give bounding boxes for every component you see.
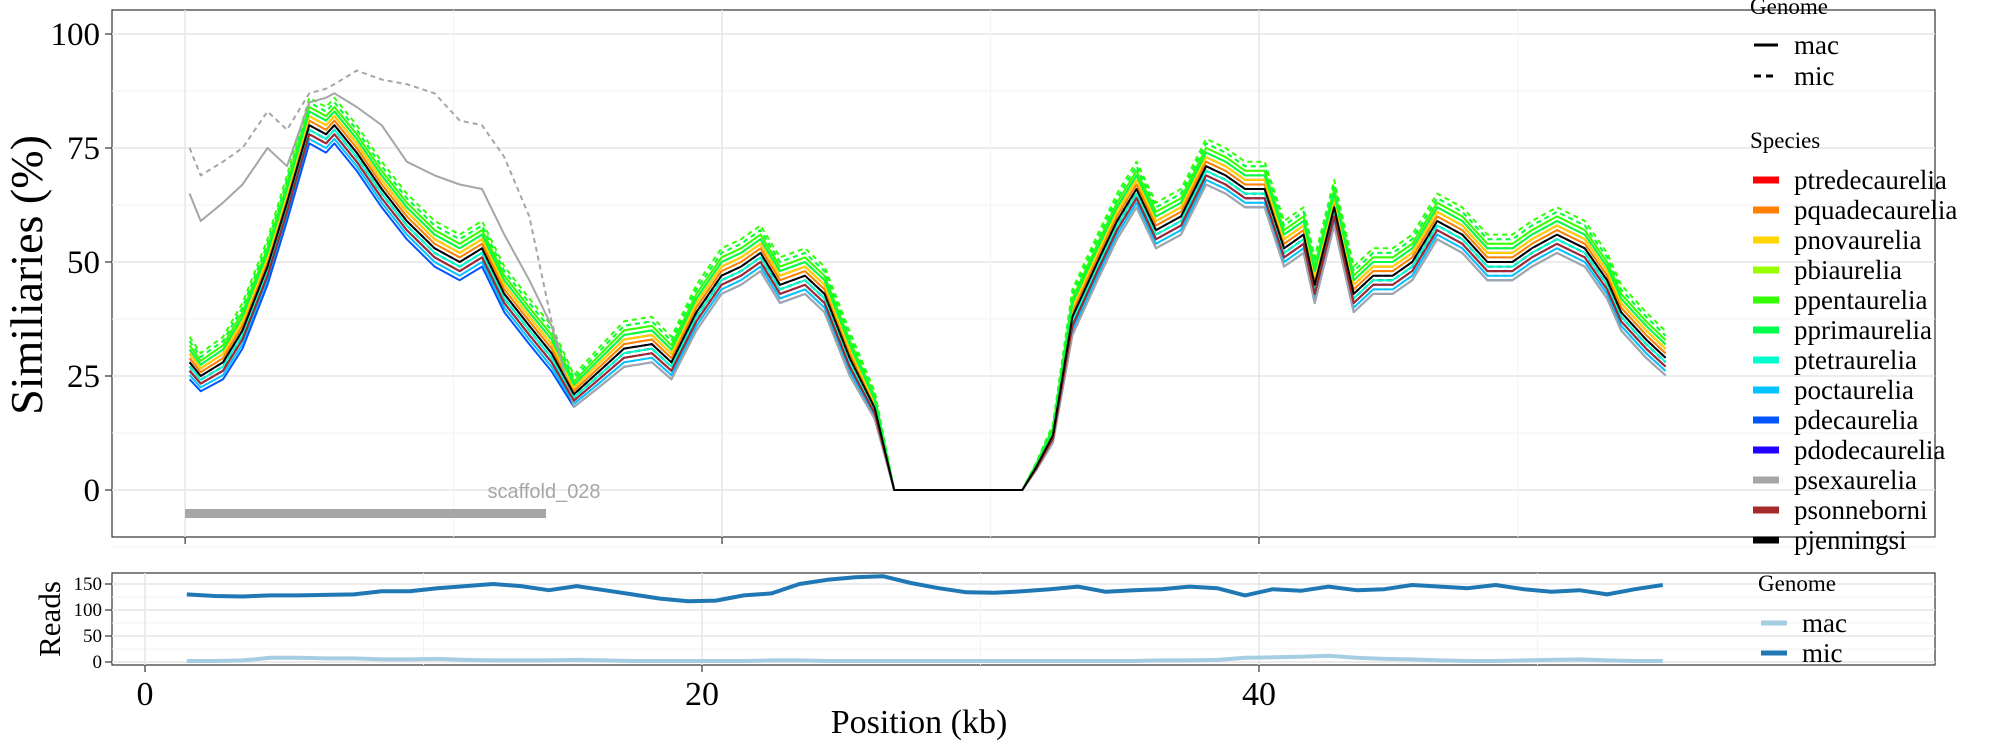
- legend-label-mic: mic: [1794, 61, 1835, 91]
- legend-label-psexaurelia: psexaurelia: [1794, 465, 1917, 495]
- reads-line-mic: [186, 574, 1664, 604]
- similarity-panel: scaffold_028 0 25 50 75 100 Similiaries (%): [1, 9, 1936, 548]
- reads-line-mac: [186, 653, 1663, 663]
- reads-y-ticks: 0 50 100 150: [74, 574, 112, 673]
- series-line-pprimaurelia-mic: [188, 101, 1667, 491]
- series-line-pjenningsi-mac: [188, 124, 1667, 491]
- legend-label-pbiaurelia: pbiaurelia: [1794, 255, 1902, 285]
- legend-label-poctaurelia: poctaurelia: [1794, 375, 1914, 405]
- series-line-ppentaurelia-mic: [188, 96, 1667, 491]
- y-tick-label: 50: [83, 626, 102, 647]
- y-tick-label: 100: [74, 600, 103, 621]
- similarity-y-ticks: 0 25 50 75 100: [51, 17, 112, 509]
- legend-label-pprimaurelia: pprimaurelia: [1794, 315, 1932, 345]
- y-tick-label: 50: [67, 245, 100, 281]
- similarity-y-axis-title: Similiaries (%): [1, 135, 52, 415]
- similarity-panel-border: [111, 9, 1936, 538]
- similarity-lines: [188, 69, 1667, 491]
- reads-x-ticks: 0 20 40: [137, 665, 1276, 713]
- legend-label-ppentaurelia: ppentaurelia: [1794, 285, 1927, 315]
- legend-label-pquadecaurelia: pquadecaurelia: [1794, 195, 1957, 225]
- scaffold-label: scaffold_028: [488, 481, 601, 503]
- reads-y-axis-title: Reads: [32, 581, 67, 657]
- reads-legend-label-mic: mic: [1802, 638, 1843, 668]
- legend-label-pdodecaurelia: pdodecaurelia: [1794, 435, 1945, 465]
- reads-legend-label-mac: mac: [1802, 608, 1847, 638]
- x-axis-title: Position (kb): [831, 704, 1008, 741]
- legend-species-title: Species: [1750, 128, 1820, 153]
- reads-lines: [186, 574, 1664, 663]
- legend-label-pnovaurelia: pnovaurelia: [1794, 225, 1921, 255]
- scaffold-bar: [185, 509, 547, 518]
- legend-species-entries: ptredecaureliapquadecaureliapnovaureliap…: [1753, 165, 1957, 555]
- y-tick-label: 150: [74, 574, 103, 595]
- legend-label-mac: mac: [1794, 30, 1839, 60]
- legend-label-ptetraurelia: ptetraurelia: [1794, 345, 1917, 375]
- reads-legend-title: Genome: [1758, 571, 1836, 596]
- legend-genome-title: Genome: [1750, 0, 1828, 19]
- legend-label-pjenningsi: pjenningsi: [1794, 525, 1907, 555]
- x-tick-label: 40: [1242, 676, 1276, 713]
- y-tick-label: 0: [93, 652, 103, 673]
- legend-label-pdecaurelia: pdecaurelia: [1794, 405, 1918, 435]
- x-tick-label: 0: [137, 676, 154, 713]
- scaffold-annotation: scaffold_028: [185, 481, 601, 518]
- legend-label-psonneborni: psonneborni: [1794, 495, 1927, 525]
- y-tick-label: 100: [51, 17, 101, 53]
- reads-grid: [112, 573, 1935, 665]
- legend-label-ptredecaurelia: ptredecaurelia: [1794, 165, 1947, 195]
- x-tick-label: 20: [685, 676, 719, 713]
- y-tick-label: 75: [67, 131, 100, 167]
- similarity-x-ticks: [184, 537, 1260, 544]
- reads-panel: 0 50 100 150 0 20 40 Reads Position (kb): [32, 572, 1936, 741]
- y-tick-label: 25: [67, 359, 100, 395]
- y-tick-label: 0: [84, 473, 101, 509]
